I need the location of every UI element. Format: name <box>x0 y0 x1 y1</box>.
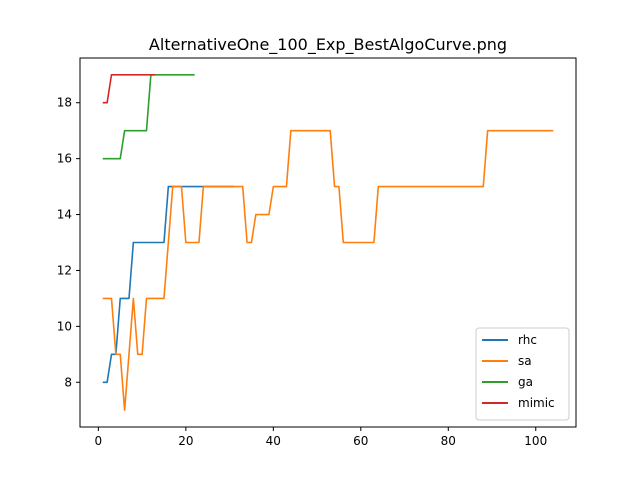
legend-label-rhc: rhc <box>518 333 537 347</box>
y-tick-label: 10 <box>57 319 72 333</box>
x-tick-label: 20 <box>178 434 193 448</box>
axes-frame <box>79 57 577 428</box>
y-tick-label: 14 <box>57 208 72 222</box>
x-tick-label: 100 <box>524 434 547 448</box>
series-line-ga <box>102 73 195 160</box>
series-line-sa <box>102 129 554 412</box>
chart-title: AlternativeOne_100_Exp_BestAlgoCurve.png <box>149 35 507 55</box>
legend-label-mimic: mimic <box>518 396 555 410</box>
legend-label-sa: sa <box>518 354 532 368</box>
legend-label-ga: ga <box>518 375 533 389</box>
x-tick-label: 40 <box>266 434 281 448</box>
legend: rhc sa ga mimic <box>475 327 570 421</box>
x-tick-label: 60 <box>353 434 368 448</box>
x-tick-label: 80 <box>441 434 456 448</box>
legend-box <box>475 327 570 421</box>
y-tick-label: 12 <box>57 263 72 277</box>
y-tick-label: 18 <box>57 96 72 110</box>
x-tick-label: 0 <box>95 434 103 448</box>
series-line-mimic <box>102 73 156 104</box>
y-tick-label: 16 <box>57 152 72 166</box>
y-tick-label: 8 <box>64 375 72 389</box>
series-lines <box>102 73 554 412</box>
plot-area: 0 20 40 60 80 100 8 10 12 14 16 18 rhc sa ga mimic <box>57 57 577 448</box>
